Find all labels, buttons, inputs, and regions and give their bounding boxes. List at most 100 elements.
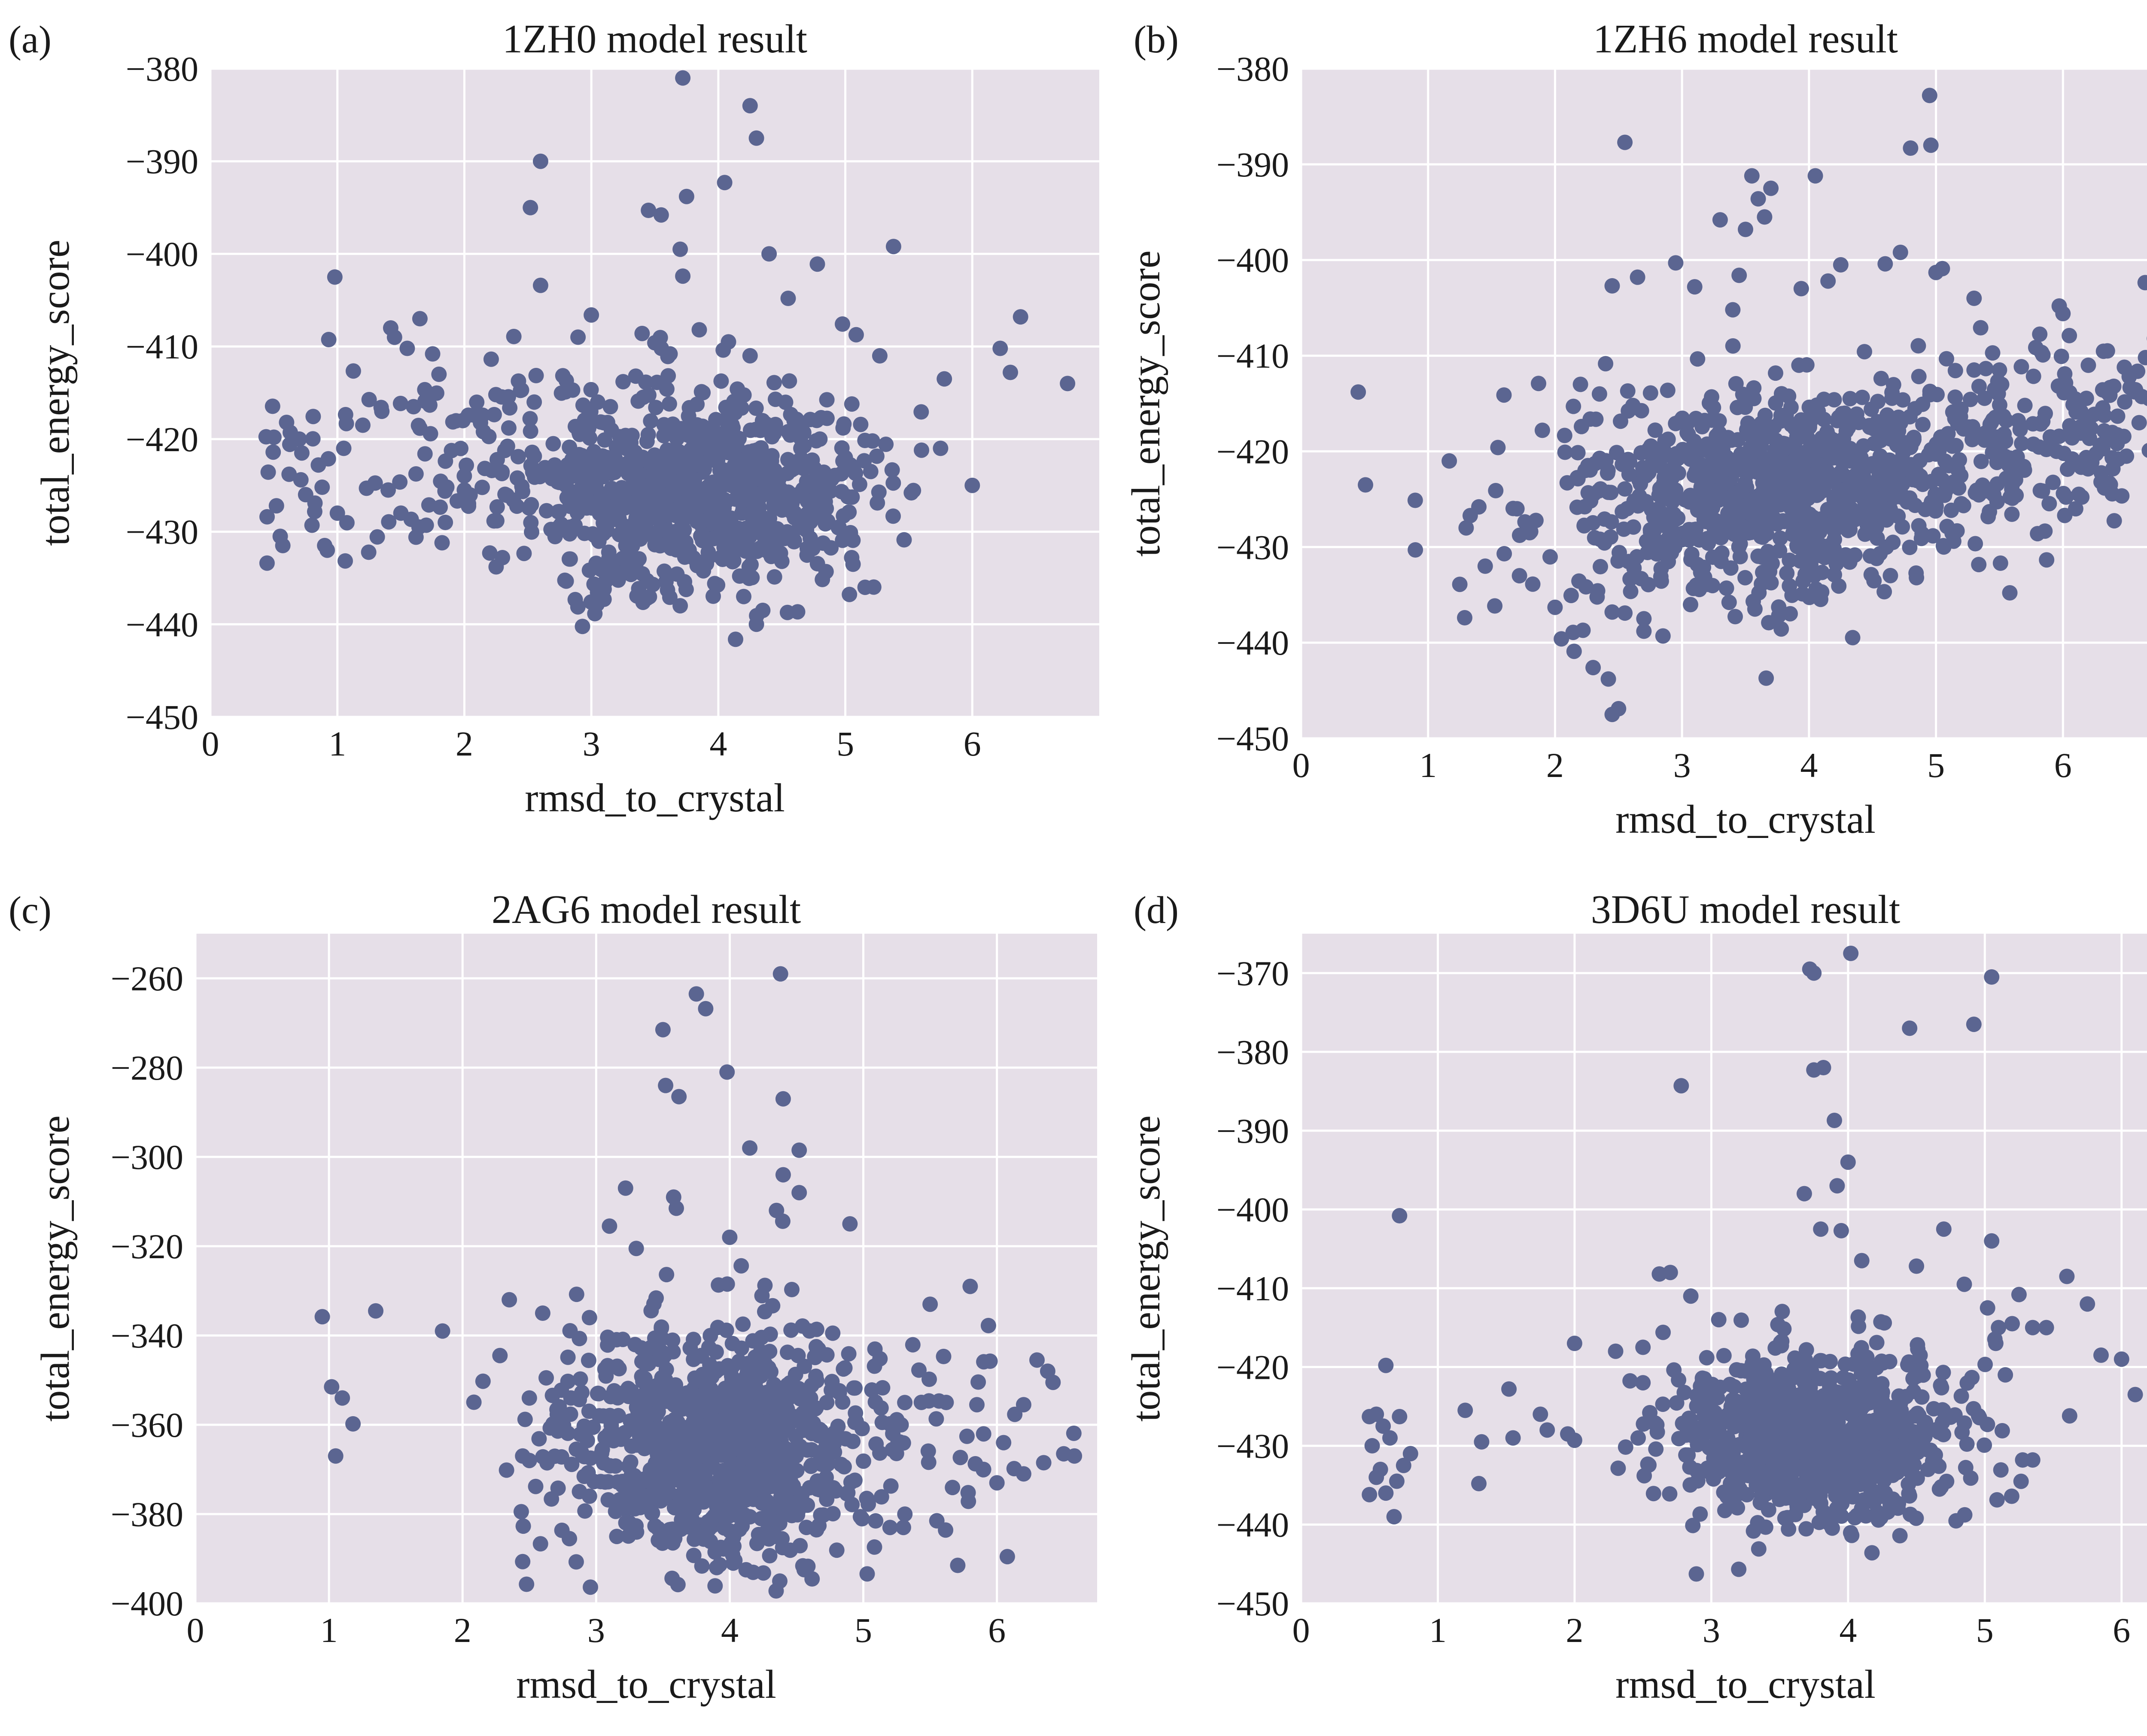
data-point	[709, 1560, 725, 1575]
data-point	[980, 1317, 996, 1333]
data-point	[502, 400, 518, 416]
data-point	[1571, 573, 1587, 589]
data-point	[1803, 1363, 1819, 1379]
data-point	[488, 387, 504, 403]
data-point	[1620, 383, 1636, 399]
data-point	[1797, 567, 1813, 583]
data-point	[1705, 549, 1721, 565]
data-point	[938, 1522, 954, 1538]
data-point	[361, 544, 377, 560]
data-point	[735, 1316, 751, 1332]
data-point	[1998, 1367, 2013, 1383]
data-point	[651, 1420, 666, 1436]
data-point	[475, 1373, 491, 1389]
data-point	[696, 460, 712, 476]
data-point	[1711, 1312, 1727, 1328]
data-point	[1791, 1493, 1806, 1508]
data-point	[651, 483, 667, 499]
data-point	[716, 1486, 732, 1502]
data-point	[1905, 472, 1921, 488]
data-point	[677, 574, 693, 590]
data-point	[662, 463, 678, 479]
data-point	[1973, 320, 1989, 336]
data-point	[1907, 498, 1923, 513]
data-point	[920, 1443, 936, 1459]
data-point	[1719, 1451, 1735, 1467]
data-point	[1992, 555, 2008, 571]
data-point	[624, 428, 640, 443]
data-point	[1922, 88, 1937, 103]
data-point	[2093, 1347, 2109, 1363]
data-point	[1781, 388, 1797, 404]
data-point	[314, 1309, 330, 1325]
data-point	[647, 447, 663, 463]
data-point	[627, 1495, 643, 1511]
y-tick-label: −300	[111, 1138, 183, 1177]
data-point	[1688, 410, 1704, 426]
data-point	[1724, 462, 1740, 478]
data-point	[1973, 453, 1989, 469]
data-point	[1618, 1439, 1633, 1455]
data-point	[1517, 514, 1533, 530]
data-point	[281, 466, 297, 482]
data-point	[698, 1483, 713, 1499]
data-point	[2013, 1473, 2029, 1489]
data-point	[572, 1371, 588, 1387]
data-point	[749, 1477, 765, 1493]
data-point	[583, 382, 599, 398]
data-point	[1458, 520, 1474, 536]
data-point	[2121, 369, 2137, 385]
data-point	[1649, 534, 1665, 549]
x-tick-label: 1	[328, 724, 346, 763]
data-point	[1585, 660, 1601, 676]
data-point	[1862, 1472, 1878, 1487]
data-point	[572, 1392, 587, 1408]
data-point	[657, 563, 672, 579]
data-point	[1862, 1384, 1878, 1400]
y-tick-label: −360	[111, 1405, 183, 1445]
data-point	[1701, 395, 1717, 411]
data-point	[1980, 1300, 1995, 1316]
data-point	[1682, 1459, 1698, 1475]
data-point	[1871, 504, 1887, 520]
data-point	[321, 332, 337, 347]
data-point	[595, 1408, 611, 1424]
x-tick-label: 1	[320, 1611, 338, 1650]
data-point	[1392, 1409, 1408, 1424]
data-point	[783, 1322, 799, 1338]
data-point	[572, 1331, 587, 1347]
data-point	[1636, 611, 1652, 627]
data-point	[1718, 580, 1734, 596]
data-point	[601, 551, 617, 567]
y-tick-label: −430	[1216, 1426, 1289, 1466]
data-point	[597, 1361, 613, 1377]
data-point	[1726, 1379, 1742, 1395]
data-point	[1966, 1017, 1982, 1032]
data-point	[1635, 1375, 1651, 1391]
data-point	[897, 1395, 913, 1411]
data-point	[1965, 432, 1980, 447]
data-point	[1685, 493, 1700, 509]
data-point	[885, 239, 901, 255]
data-point	[367, 475, 383, 491]
data-point	[741, 1465, 757, 1481]
data-point	[657, 1486, 673, 1502]
data-point	[1977, 1437, 1992, 1453]
data-point	[584, 307, 599, 323]
data-point	[694, 1558, 710, 1574]
data-point	[1739, 1487, 1755, 1502]
data-point	[304, 517, 320, 533]
data-point	[1378, 1357, 1394, 1373]
data-point	[1933, 1378, 1949, 1393]
data-point	[652, 330, 668, 346]
data-point	[653, 207, 669, 223]
data-point	[544, 1387, 560, 1403]
data-point	[757, 1387, 772, 1402]
data-point	[497, 443, 513, 458]
data-point	[836, 1361, 852, 1377]
data-point	[2032, 483, 2048, 498]
data-point	[661, 396, 677, 412]
data-point	[2004, 1316, 2020, 1332]
data-point	[1826, 1457, 1842, 1472]
data-point	[996, 1435, 1012, 1451]
